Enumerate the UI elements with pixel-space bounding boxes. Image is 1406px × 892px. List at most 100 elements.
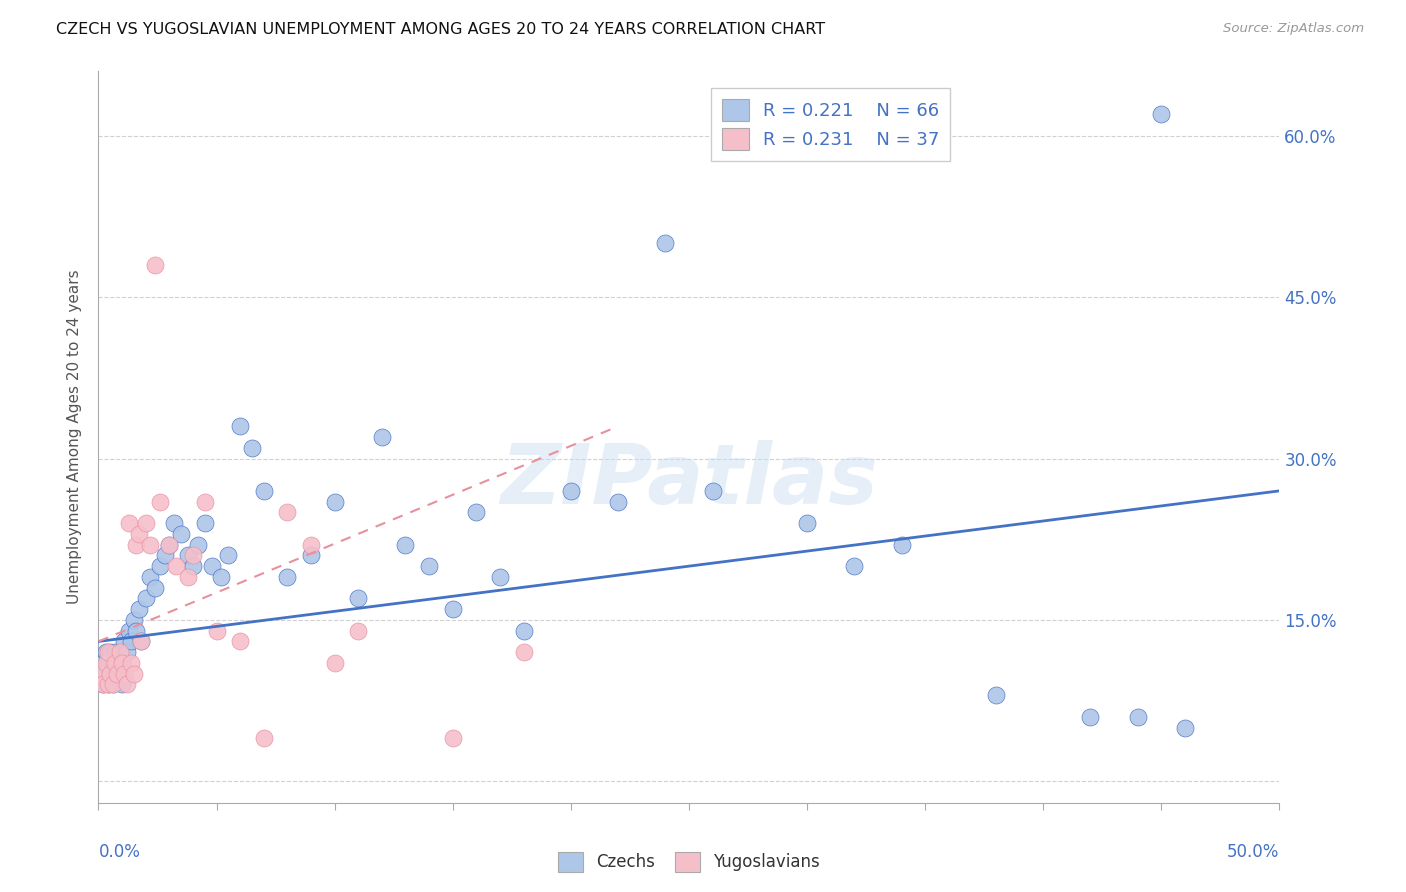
Point bbox=[205, 624, 228, 638]
Point bbox=[118, 516, 141, 530]
Point bbox=[97, 677, 120, 691]
Point bbox=[111, 656, 134, 670]
Point bbox=[104, 656, 127, 670]
Point bbox=[105, 656, 128, 670]
Point bbox=[229, 419, 252, 434]
Point bbox=[97, 677, 120, 691]
Point bbox=[163, 516, 186, 530]
Point bbox=[181, 549, 204, 563]
Point bbox=[253, 483, 276, 498]
Point bbox=[128, 527, 150, 541]
Point bbox=[170, 527, 193, 541]
Point bbox=[104, 666, 127, 681]
Point bbox=[135, 591, 157, 606]
Point bbox=[91, 677, 114, 691]
Point bbox=[157, 538, 180, 552]
Point bbox=[139, 538, 162, 552]
Point bbox=[240, 441, 263, 455]
Point bbox=[98, 666, 121, 681]
Point bbox=[394, 538, 416, 552]
Point bbox=[94, 666, 117, 681]
Point bbox=[122, 613, 145, 627]
Text: CZECH VS YUGOSLAVIAN UNEMPLOYMENT AMONG AGES 20 TO 24 YEARS CORRELATION CHART: CZECH VS YUGOSLAVIAN UNEMPLOYMENT AMONG … bbox=[56, 22, 825, 37]
Point bbox=[187, 538, 209, 552]
Point bbox=[347, 591, 370, 606]
Point bbox=[105, 666, 128, 681]
Point bbox=[371, 430, 394, 444]
Point bbox=[560, 483, 582, 498]
Point bbox=[94, 645, 117, 659]
Point bbox=[122, 666, 145, 681]
Point bbox=[209, 570, 232, 584]
Point bbox=[108, 645, 131, 659]
Point bbox=[101, 677, 124, 691]
Point bbox=[512, 645, 534, 659]
Point bbox=[91, 677, 114, 691]
Point bbox=[112, 634, 135, 648]
Point bbox=[101, 677, 124, 691]
Point bbox=[128, 602, 150, 616]
Point bbox=[90, 666, 112, 681]
Point bbox=[194, 494, 217, 508]
Point bbox=[98, 666, 121, 681]
Point bbox=[125, 538, 148, 552]
Point bbox=[1174, 721, 1197, 735]
Text: 0.0%: 0.0% bbox=[98, 843, 141, 861]
Point bbox=[418, 559, 440, 574]
Point bbox=[90, 666, 112, 681]
Point bbox=[1126, 710, 1149, 724]
Text: ZIPatlas: ZIPatlas bbox=[501, 441, 877, 522]
Point bbox=[441, 602, 464, 616]
Text: 50.0%: 50.0% bbox=[1227, 843, 1279, 861]
Point bbox=[299, 549, 322, 563]
Point bbox=[139, 570, 162, 584]
Point bbox=[91, 656, 114, 670]
Point bbox=[299, 538, 322, 552]
Point bbox=[104, 645, 127, 659]
Point bbox=[157, 538, 180, 552]
Point bbox=[441, 731, 464, 746]
Point bbox=[108, 666, 131, 681]
Point bbox=[984, 688, 1007, 702]
Point bbox=[97, 645, 120, 659]
Point bbox=[177, 549, 200, 563]
Point bbox=[101, 656, 124, 670]
Point bbox=[194, 516, 217, 530]
Point bbox=[323, 656, 346, 670]
Point bbox=[702, 483, 724, 498]
Point bbox=[253, 731, 276, 746]
Point bbox=[465, 505, 488, 519]
Point bbox=[153, 549, 176, 563]
Point bbox=[143, 581, 166, 595]
Point bbox=[97, 656, 120, 670]
Point bbox=[654, 236, 676, 251]
Point bbox=[165, 559, 187, 574]
Legend: Czechs, Yugoslavians: Czechs, Yugoslavians bbox=[551, 845, 827, 879]
Point bbox=[276, 505, 298, 519]
Point bbox=[512, 624, 534, 638]
Point bbox=[121, 634, 143, 648]
Point bbox=[94, 656, 117, 670]
Text: Source: ZipAtlas.com: Source: ZipAtlas.com bbox=[1223, 22, 1364, 36]
Point bbox=[129, 634, 152, 648]
Point bbox=[890, 538, 912, 552]
Point bbox=[229, 634, 252, 648]
Point bbox=[796, 516, 818, 530]
Point bbox=[217, 549, 239, 563]
Point bbox=[201, 559, 224, 574]
Point bbox=[115, 677, 138, 691]
Point bbox=[111, 656, 134, 670]
Point bbox=[112, 666, 135, 681]
Point bbox=[1080, 710, 1102, 724]
Point bbox=[125, 624, 148, 638]
Point bbox=[1150, 107, 1173, 121]
Point bbox=[607, 494, 630, 508]
Y-axis label: Unemployment Among Ages 20 to 24 years: Unemployment Among Ages 20 to 24 years bbox=[67, 269, 83, 605]
Point bbox=[115, 645, 138, 659]
Point bbox=[149, 494, 172, 508]
Point bbox=[111, 677, 134, 691]
Point bbox=[347, 624, 370, 638]
Point bbox=[323, 494, 346, 508]
Point bbox=[149, 559, 172, 574]
Point bbox=[181, 559, 204, 574]
